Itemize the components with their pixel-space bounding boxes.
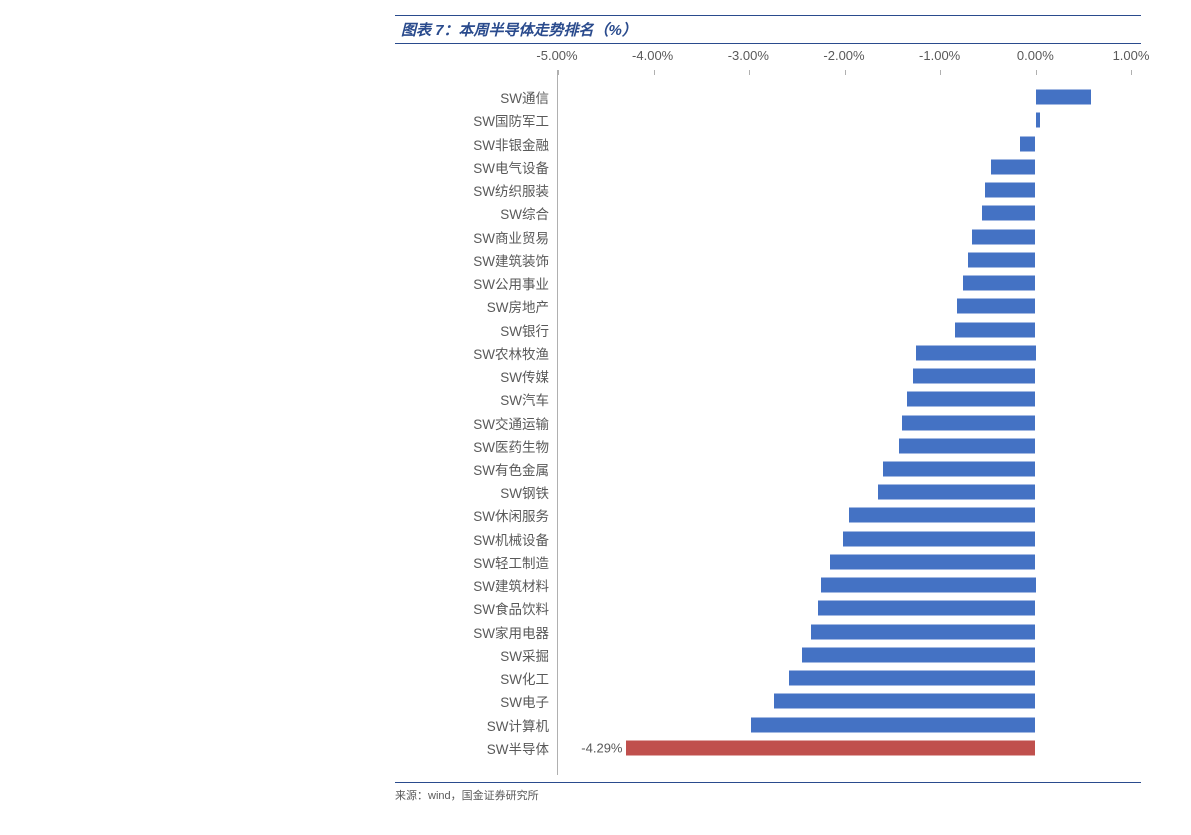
bar [774, 694, 1036, 709]
x-tick-mark [845, 70, 846, 75]
chart-title: 图表 7：本周半导体走势排名（%） [401, 22, 637, 39]
bar [991, 159, 1036, 174]
x-tick-label: 0.00% [1017, 48, 1054, 63]
bar [811, 624, 1035, 639]
bar [1020, 136, 1035, 151]
x-tick-label: -3.00% [728, 48, 769, 63]
bar [626, 740, 1036, 755]
bar [830, 554, 1035, 569]
category-label: SW国防军工 [473, 110, 549, 130]
x-tick-mark [749, 70, 750, 75]
data-label: -4.29% [581, 740, 622, 755]
category-label: SW汽车 [500, 389, 549, 409]
category-label: SW计算机 [487, 715, 549, 735]
category-label: SW公用事业 [473, 273, 549, 293]
bar [751, 717, 1036, 732]
bar [1036, 113, 1041, 128]
category-label: SW轻工制造 [473, 552, 549, 572]
chart-area: -5.00%-4.00%-3.00%-2.00%-1.00%0.00%1.00%… [395, 48, 1141, 783]
bar [913, 369, 1035, 384]
category-label: SW农林牧渔 [473, 343, 549, 363]
category-label: SW交通运输 [473, 413, 549, 433]
source-text: 来源：wind，国金证券研究所 [395, 790, 539, 802]
bar [916, 345, 1035, 360]
category-label: SW医药生物 [473, 436, 549, 456]
category-label: SW食品饮料 [473, 598, 549, 618]
bar [963, 276, 1036, 291]
x-tick-label: -2.00% [823, 48, 864, 63]
category-label: SW传媒 [500, 366, 549, 386]
bar [907, 392, 1036, 407]
category-label: SW家用电器 [473, 622, 549, 642]
category-label: SW化工 [500, 668, 549, 688]
bar [972, 229, 1036, 244]
category-label: SW有色金属 [473, 459, 549, 479]
bar [902, 415, 1036, 430]
x-tick-label: -5.00% [536, 48, 577, 63]
category-label: SW房地产 [487, 296, 549, 316]
bar [982, 206, 1035, 221]
bar [789, 671, 1035, 686]
category-label: SW电气设备 [473, 157, 549, 177]
bar [818, 601, 1036, 616]
category-label: SW建筑装饰 [473, 250, 549, 270]
chart-title-bar: 图表 7：本周半导体走势排名（%） [395, 15, 1141, 44]
x-tick-label: -1.00% [919, 48, 960, 63]
category-label: SW机械设备 [473, 529, 549, 549]
plot-area: -4.29% [557, 70, 1131, 775]
category-label: SW综合 [500, 203, 549, 223]
x-tick-label: -4.00% [632, 48, 673, 63]
bar [1036, 90, 1091, 105]
y-axis-labels: SW通信 SW国防军工 SW非银金融 SW电气设备 SW纺织服装 SW综合 SW商业贸易 SW… [395, 70, 555, 775]
bar [849, 508, 1035, 523]
category-label: SW非银金融 [473, 134, 549, 154]
x-tick-label: 1.00% [1113, 48, 1150, 63]
category-label: SW商业贸易 [473, 227, 549, 247]
bar [899, 438, 1036, 453]
category-label: SW电子 [500, 691, 549, 711]
bar [802, 647, 1036, 662]
bar [821, 578, 1036, 593]
category-label: SW采掘 [500, 645, 549, 665]
x-axis: -5.00%-4.00%-3.00%-2.00%-1.00%0.00%1.00% [557, 48, 1131, 70]
bar [878, 485, 1036, 500]
chart-container: 图表 7：本周半导体走势排名（%） -5.00% -4.00% -3.00% -2.0… [395, 15, 1141, 783]
category-label: SW银行 [500, 320, 549, 340]
category-label: SW建筑材料 [473, 575, 549, 595]
bar [843, 531, 1036, 546]
bar [955, 322, 1035, 337]
bar [968, 252, 1036, 267]
source-bar: 来源：wind，国金证券研究所 [395, 782, 1141, 804]
x-tick-mark [1036, 70, 1037, 75]
category-label: SW纺织服装 [473, 180, 549, 200]
x-tick-mark [940, 70, 941, 75]
bar [985, 183, 1036, 198]
category-label: SW休闲服务 [473, 505, 549, 525]
x-tick-mark [654, 70, 655, 75]
category-label: SW通信 [500, 87, 549, 107]
bar [883, 461, 1036, 476]
x-tick-mark [1131, 70, 1132, 75]
bar [957, 299, 1035, 314]
x-tick-mark [558, 70, 559, 75]
category-label: SW半导体 [487, 738, 549, 758]
category-label: SW钢铁 [500, 482, 549, 502]
